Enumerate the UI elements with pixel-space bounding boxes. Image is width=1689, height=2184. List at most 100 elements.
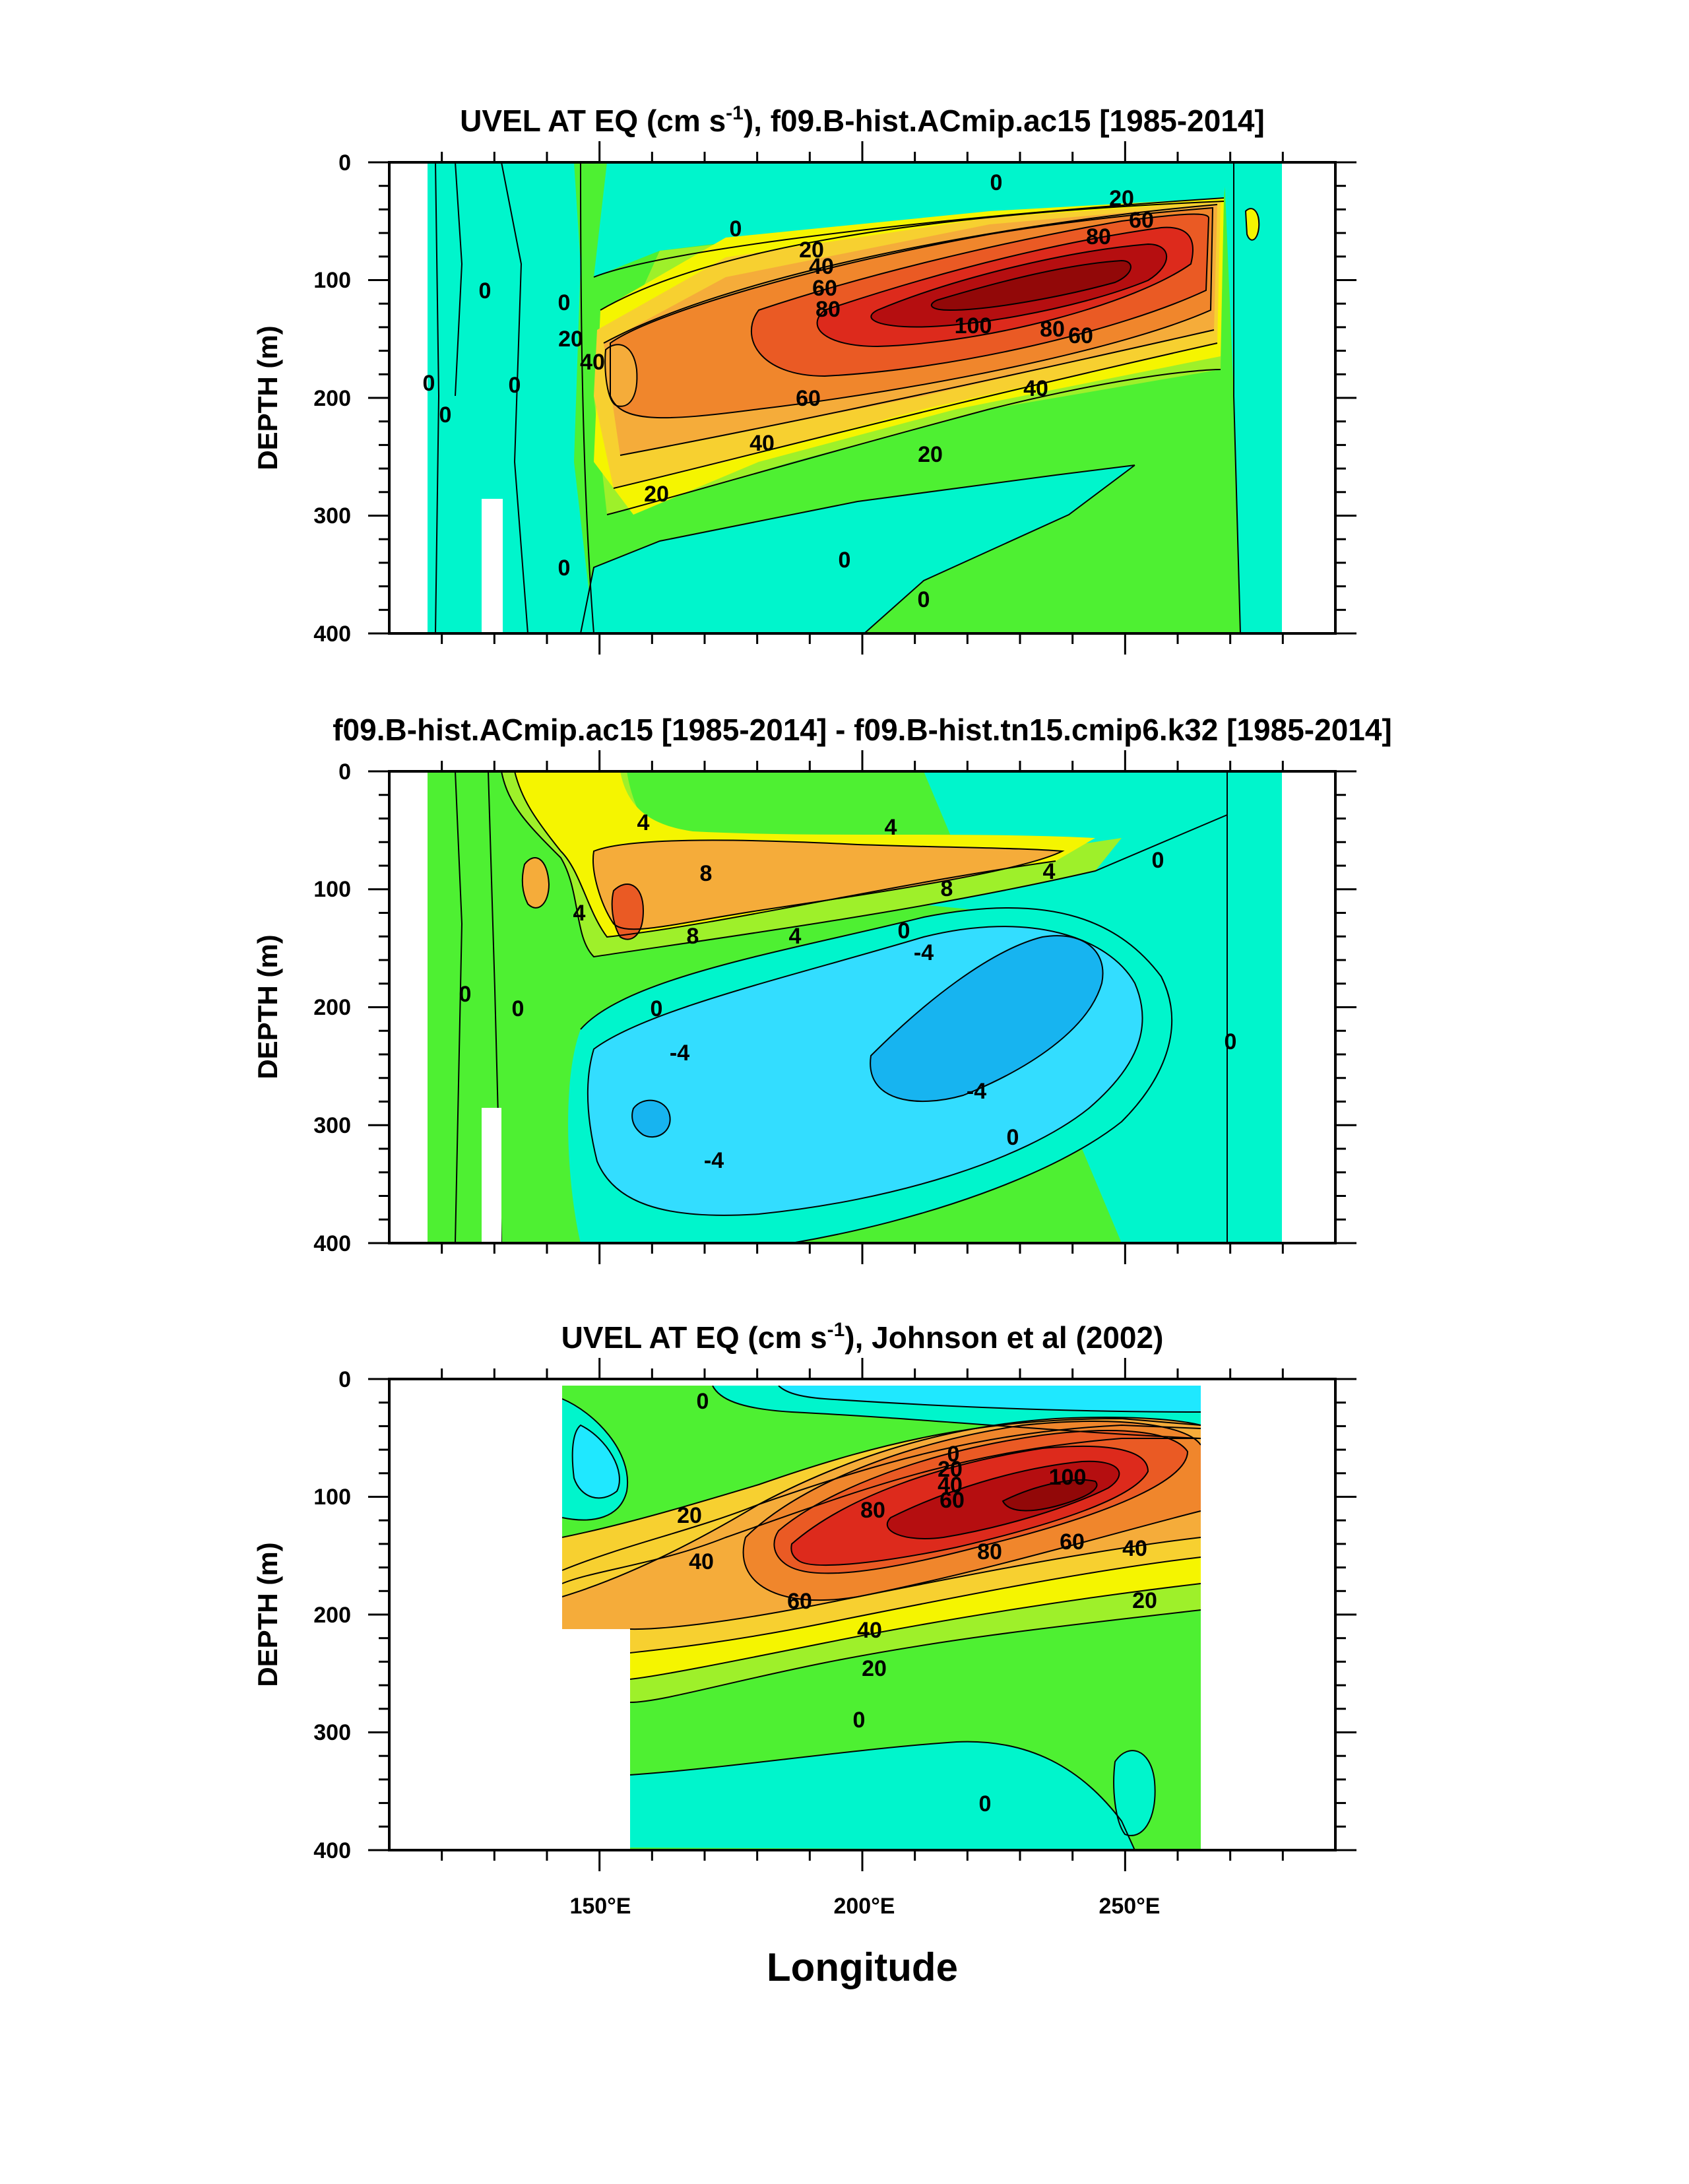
- contour-label: 20: [938, 1457, 963, 1482]
- contour-label: 20: [1109, 186, 1134, 211]
- contour-label: 4: [885, 815, 897, 840]
- contour-label: 0: [990, 170, 1003, 195]
- contour-label: 0: [898, 918, 910, 944]
- contour-line: [1113, 1750, 1156, 1836]
- contour-line: [521, 857, 550, 909]
- contour-label: 60: [796, 386, 821, 411]
- y-axis-label: DEPTH (m): [252, 325, 283, 470]
- contour-label: 20: [558, 327, 583, 352]
- y-tick-label: 100: [313, 1485, 351, 1510]
- contour-band: [630, 1741, 1135, 1850]
- y-tick-label: 100: [313, 877, 351, 902]
- contour-label: 40: [749, 431, 775, 456]
- contour-line: [613, 342, 1218, 489]
- contour-line: [455, 162, 463, 397]
- contour-label: 4: [789, 924, 802, 949]
- contour-label: 0: [479, 278, 492, 304]
- contour-lines: [561, 1385, 1201, 1850]
- y-tick-label: 400: [313, 622, 351, 647]
- contour-label: 4: [1043, 859, 1056, 884]
- contour-label: 0: [509, 373, 521, 398]
- y-tick-label: 0: [338, 1367, 351, 1392]
- contour-line: [611, 883, 645, 940]
- contour-band: [844, 812, 1282, 1243]
- contour-line: [620, 329, 1215, 456]
- contour-label: 60: [1129, 208, 1154, 233]
- contour-label: 20: [918, 442, 943, 467]
- contour-line: [816, 226, 1194, 348]
- panel-2-title: f09.B-hist.ACmip.ac15 [1985-2014] - f09.…: [333, 713, 1392, 747]
- y-tick-label: 400: [313, 1838, 351, 1863]
- contour-line: [561, 1438, 1201, 1584]
- contour-label: 40: [1122, 1536, 1147, 1561]
- contour-line: [603, 204, 1218, 344]
- missing-data: [389, 1379, 1335, 1386]
- panel-3: UVEL AT EQ (cm s-1), Johnson et al (2002…: [252, 1319, 1337, 1919]
- contour-label: 0: [512, 996, 525, 1021]
- contour-label: 80: [815, 297, 841, 322]
- x-tick-label: 200°E: [833, 1894, 895, 1919]
- contour-band: [593, 840, 1062, 930]
- contour-label: 8: [687, 924, 699, 949]
- y-tick-label: 400: [313, 1231, 351, 1256]
- panel-1-title: UVEL AT EQ (cm s-1), f09.B-hist.ACmip.ac…: [460, 102, 1265, 138]
- contour-label: 60: [1060, 1529, 1085, 1555]
- y-axis-label: DEPTH (m): [252, 934, 283, 1079]
- contour-label: 80: [1086, 224, 1111, 249]
- y-axis-label: DEPTH (m): [252, 1542, 283, 1686]
- contour-label: 80: [860, 1498, 885, 1523]
- contour-line: [592, 839, 1065, 930]
- contour-label: 20: [862, 1656, 887, 1681]
- contour-line: [930, 259, 1131, 311]
- contour-label: 60: [787, 1589, 812, 1614]
- contour-line: [604, 344, 638, 407]
- panel-3-filled-contours: [389, 1379, 1335, 1850]
- contour-line: [580, 465, 1135, 633]
- contour-label: 100: [955, 313, 992, 338]
- contour-label: 80: [977, 1539, 1002, 1564]
- contour-band: [887, 1461, 1120, 1539]
- contour-label: 20: [677, 1503, 702, 1528]
- contour-line: [501, 162, 528, 633]
- contour-line: [629, 1583, 1201, 1680]
- contour-line: [864, 465, 1135, 633]
- contour-line: [455, 771, 463, 1243]
- contour-label: 0: [1007, 1125, 1019, 1150]
- x-tick-label: 250°E: [1099, 1894, 1160, 1919]
- missing-data: [482, 1108, 501, 1243]
- panel-1-contour-labels: 0 0 0 0 0 0 0 0 0 0 20 20 20 20 20 40 40…: [423, 170, 1154, 612]
- missing-data: [482, 499, 503, 633]
- contour-line: [629, 1557, 1201, 1654]
- contour-label: 0: [730, 216, 742, 241]
- x-axis-label: Longitude: [767, 1945, 958, 1989]
- missing-data: [1282, 162, 1335, 633]
- contour-line: [790, 1445, 1149, 1566]
- contour-label: 0: [439, 402, 452, 428]
- contour-label: 40: [938, 1473, 963, 1498]
- contour-line: [629, 1609, 1201, 1703]
- contour-label: 0: [1225, 1029, 1237, 1054]
- contour-line: [631, 1099, 671, 1138]
- contour-label: 60: [940, 1488, 965, 1513]
- y-tick-label: 200: [313, 1603, 351, 1628]
- panel-1: UVEL AT EQ (cm s-1), f09.B-hist.ACmip.ac…: [252, 102, 1337, 647]
- contour-line: [600, 201, 1225, 311]
- contour-line: [778, 1385, 1201, 1413]
- contour-band: [594, 162, 1227, 277]
- contour-line: [773, 1430, 1189, 1574]
- contour-line: [1244, 208, 1260, 241]
- contour-band: [428, 162, 594, 633]
- contour-label: 60: [1068, 323, 1093, 348]
- panel-2-filled-contours: [389, 771, 1335, 1243]
- contour-label: 40: [1023, 376, 1048, 401]
- contour-label: 60: [812, 276, 837, 301]
- y-tick-label: 0: [338, 150, 351, 176]
- missing-data: [1282, 771, 1335, 1243]
- contour-line: [435, 162, 440, 633]
- contour-label: 0: [947, 1442, 960, 1467]
- contour-label: 0: [979, 1791, 992, 1816]
- contour-line: [886, 1460, 1120, 1539]
- contour-label: 0: [839, 548, 851, 573]
- contour-label: 0: [697, 1389, 709, 1414]
